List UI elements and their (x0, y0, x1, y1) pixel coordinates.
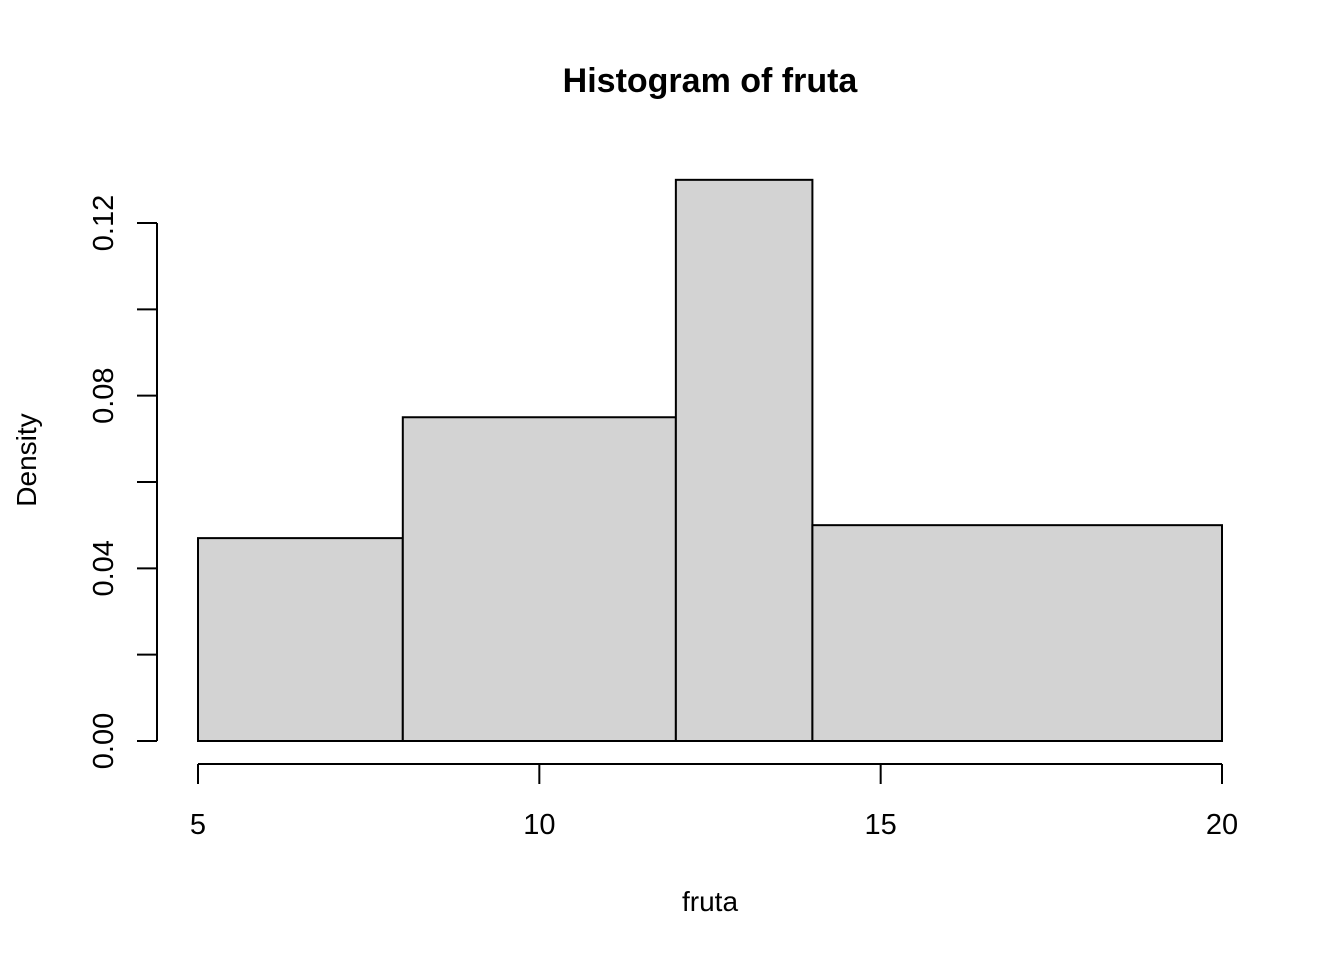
y-tick-label: 0.08 (88, 367, 120, 423)
histogram-bar-2 (401, 416, 677, 742)
histogram-bar-4 (811, 524, 1224, 743)
x-axis: 5 10 15 20 (190, 763, 1238, 841)
chart-title: Histogram of fruta (563, 62, 859, 100)
x-tick-label: 10 (523, 809, 555, 841)
x-tick-label: 15 (865, 809, 897, 841)
x-tick-label: 20 (1206, 809, 1238, 841)
y-tick-label: 0.04 (88, 540, 120, 596)
y-tick-label: 0.00 (88, 713, 120, 769)
y-tick-label: 0.12 (88, 195, 120, 251)
bars-group (197, 178, 1224, 743)
x-tick-label: 5 (190, 809, 206, 841)
y-axis: 0.00 0.04 0.08 0.12 (88, 195, 158, 769)
histogram-bar-3 (674, 178, 814, 743)
y-axis-label: Density (11, 413, 42, 506)
x-axis-label: fruta (682, 886, 738, 917)
histogram-bar-1 (197, 537, 404, 742)
